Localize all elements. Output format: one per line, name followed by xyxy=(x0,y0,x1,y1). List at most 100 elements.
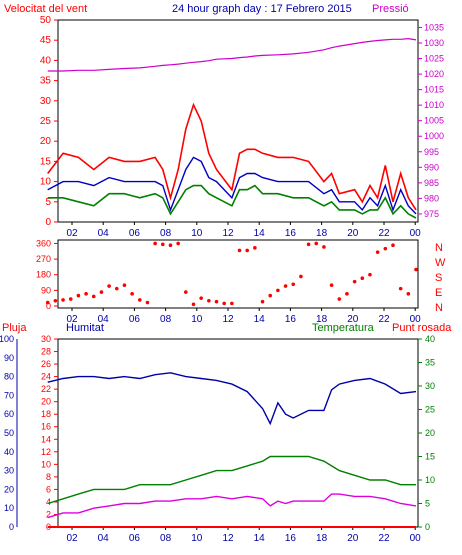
p0-x-tick-label: 14 xyxy=(254,228,266,239)
temperature-label: Temperatura xyxy=(312,322,375,334)
p1-x-tick-label: 08 xyxy=(160,314,172,325)
p1-x-tick-label: 02 xyxy=(66,314,78,325)
p0-right-tick-label: 1030 xyxy=(424,38,444,48)
p2-left-tick-label: 20 xyxy=(41,397,51,407)
p0-left-tick-label: 20 xyxy=(40,136,52,147)
wind-direction-point xyxy=(237,248,242,253)
p2-right-tick-label: 30 xyxy=(425,381,435,391)
p0-x-tick-label: 00 xyxy=(410,228,422,239)
p0-right-tick-label: 995 xyxy=(424,147,439,157)
p1-x-tick-label: 18 xyxy=(316,314,328,325)
wind-direction-point xyxy=(137,298,142,302)
wind-direction-point xyxy=(122,283,127,287)
p1-x-tick-label: 00 xyxy=(410,314,422,325)
p2-left-tick-label: 10 xyxy=(41,459,51,469)
p2-x-tick-label: 12 xyxy=(222,533,234,544)
wind-direction-point xyxy=(161,242,165,247)
wind-direction-point xyxy=(322,245,326,249)
p0-right-tick-label: 1005 xyxy=(424,116,444,126)
p2-x-tick-label: 10 xyxy=(191,533,203,544)
p0-x-tick-label: 12 xyxy=(222,228,234,239)
p2-right-tick-label: 20 xyxy=(425,428,435,438)
p1-plot-frame xyxy=(57,239,419,309)
p2-right-tick-label: 15 xyxy=(425,452,435,462)
p2-left-tick-label: 12 xyxy=(41,447,51,457)
p2-humidity-tick-label: 30 xyxy=(4,466,14,476)
p0-left-tick-label: 35 xyxy=(40,76,52,87)
p2-left-tick-label: 14 xyxy=(41,434,51,444)
wind-direction-point xyxy=(230,301,234,306)
p2-left-tick-label: 30 xyxy=(41,334,51,344)
p0-x-tick-label: 18 xyxy=(316,228,328,239)
p0-x-tick-label: 20 xyxy=(347,228,359,239)
p2-plot-frame xyxy=(57,338,419,528)
humidity-series-line xyxy=(47,372,417,426)
wind-direction-point xyxy=(253,246,257,250)
p2-right-tick-label: 5 xyxy=(425,499,430,509)
p2-x-tick-label: 16 xyxy=(285,533,297,544)
wind-direction-point xyxy=(329,283,334,287)
wind-direction-point xyxy=(184,290,188,294)
wind-direction-point xyxy=(414,267,418,272)
p1-left-tick-label: 360 xyxy=(36,238,51,248)
p1-compass-label: S xyxy=(435,272,442,284)
p0-x-tick-label: 08 xyxy=(160,228,172,239)
dewpoint-series-line xyxy=(47,493,417,519)
p0-right-tick-label: 1025 xyxy=(424,54,444,64)
p0-left-tick-label: 10 xyxy=(40,177,52,188)
wind-direction-point xyxy=(84,292,88,296)
p1-x-tick-label: 12 xyxy=(222,314,234,325)
wind-direction-point xyxy=(191,302,196,307)
wind-direction-point xyxy=(383,246,388,251)
p2-left-tick-label: 16 xyxy=(41,422,51,432)
p0-x-tick-label: 04 xyxy=(98,228,110,239)
p0-right-tick-label: 1010 xyxy=(424,100,444,110)
wind-direction-point xyxy=(314,241,319,246)
p2-humidity-tick-label: 10 xyxy=(4,503,14,513)
p0-x-tick-label: 06 xyxy=(129,228,141,239)
p2-left-tick-label: 4 xyxy=(46,497,51,507)
wind-direction-point xyxy=(153,241,157,246)
wind-direction-point xyxy=(375,250,380,254)
p2-x-tick-label: 02 xyxy=(66,533,78,544)
p2-humidity-tick-label: 40 xyxy=(4,447,14,457)
wind-direction-point xyxy=(68,297,73,301)
p2-humidity-tick-label: 50 xyxy=(4,428,14,438)
p0-x-tick-label: 02 xyxy=(66,228,78,239)
p2-x-tick-label: 22 xyxy=(378,533,390,544)
p1-compass-label: E xyxy=(435,287,442,299)
p0-right-tick-label: 1000 xyxy=(424,131,444,141)
p0-x-tick-label: 22 xyxy=(378,228,390,239)
p2-left-tick-label: 6 xyxy=(46,484,51,494)
wind-direction-point xyxy=(176,241,180,246)
wind-direction-point xyxy=(145,300,150,305)
p0-right-tick-label: 975 xyxy=(424,209,439,219)
p2-x-tick-label: 00 xyxy=(410,533,422,544)
p2-left-tick-label: 28 xyxy=(41,347,51,357)
p0-left-tick-label: 15 xyxy=(40,156,52,167)
wind-speed-label: Velocitat del vent xyxy=(4,3,87,15)
wind-direction-point xyxy=(222,301,226,306)
p1-compass-label: N xyxy=(435,242,443,254)
p0-left-tick-label: 5 xyxy=(45,197,51,208)
p2-left-tick-label: 26 xyxy=(41,359,51,369)
p2-right-tick-label: 35 xyxy=(425,358,435,368)
p1-x-tick-label: 16 xyxy=(285,314,297,325)
p0-left-tick-label: 0 xyxy=(45,217,51,228)
p2-x-tick-label: 08 xyxy=(160,533,172,544)
wind-direction-point xyxy=(45,300,50,305)
wind-direction-point xyxy=(360,276,365,281)
p0-x-tick-label: 16 xyxy=(285,228,297,239)
pressure-series-line xyxy=(47,37,417,72)
wind-direction-point xyxy=(207,298,211,303)
p1-compass-label: N xyxy=(435,302,443,314)
wind-direction-point xyxy=(391,243,395,248)
p0-left-tick-label: 45 xyxy=(40,35,52,46)
p1-left-tick-label: 90 xyxy=(41,285,51,295)
p0-left-tick-label: 40 xyxy=(40,55,52,66)
p0-right-tick-label: 985 xyxy=(424,178,439,188)
p2-x-tick-label: 04 xyxy=(98,533,110,544)
wind-direction-point xyxy=(199,296,203,300)
